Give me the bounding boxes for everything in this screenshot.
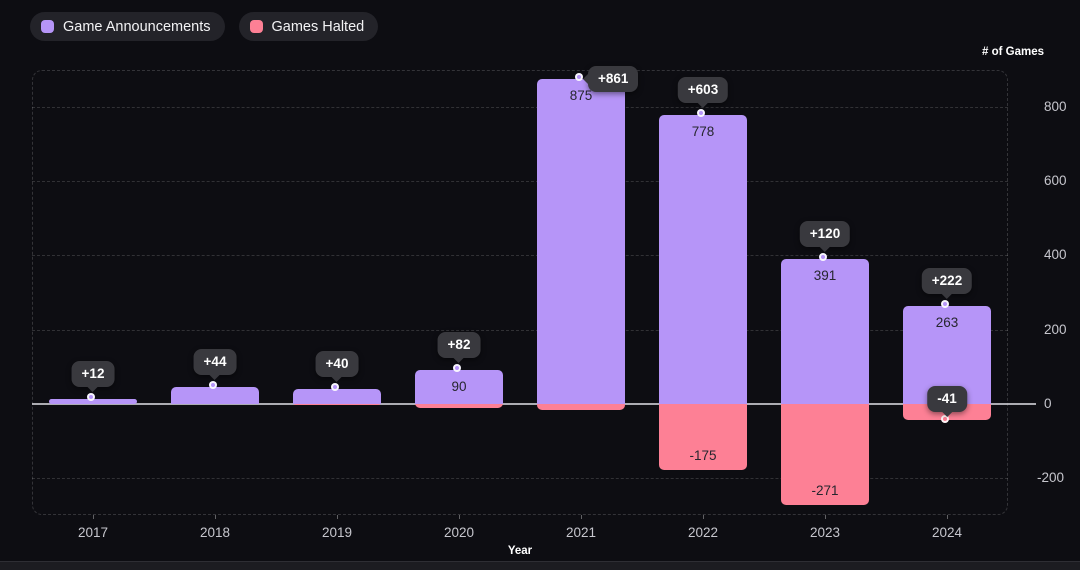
net-callout-2017: +12	[71, 361, 115, 393]
legend-item-game-announcements[interactable]: Game Announcements	[30, 12, 225, 41]
x-tickmark	[947, 515, 948, 519]
callout-caret-icon	[87, 386, 99, 393]
x-tickmark	[337, 515, 338, 519]
x-tickmark	[703, 515, 704, 519]
legend-label: Game Announcements	[63, 18, 211, 35]
net-callout-2018: +44	[193, 349, 237, 381]
bar-game-announcements-2022[interactable]	[659, 115, 747, 404]
bar-games-halted-2022[interactable]	[659, 402, 747, 470]
halted-callout-2024: -41	[927, 386, 967, 418]
callout-marker	[941, 300, 949, 309]
callout-marker	[575, 73, 583, 82]
callout-caret-icon	[331, 375, 343, 382]
x-tickmark	[459, 515, 460, 519]
zero-gridline	[32, 402, 1036, 405]
bar-value-label: -271	[811, 483, 839, 499]
callout-marker	[87, 393, 95, 402]
x-tick-label-2020: 2020	[443, 525, 475, 540]
gridline--200	[32, 477, 1008, 479]
x-tick-label-2018: 2018	[199, 525, 231, 540]
net-callout-2023: +120	[799, 220, 851, 252]
net-callout-2024: +222	[921, 268, 973, 300]
gridline-200	[32, 329, 1008, 331]
x-tickmark	[825, 515, 826, 519]
plot-area	[32, 70, 1008, 515]
y-tick-label: -200	[1037, 469, 1065, 485]
net-callout-2022: +603	[677, 77, 729, 109]
halted-swatch-icon	[249, 20, 263, 33]
announcements-swatch-icon	[41, 20, 54, 33]
x-tick-label-2023: 2023	[809, 525, 841, 540]
bar-value-label: 875	[569, 88, 593, 104]
bar-game-announcements-2019[interactable]	[293, 388, 381, 404]
callout-caret-icon	[940, 411, 953, 418]
gridline-800	[32, 107, 1008, 109]
x-tick-label-2021: 2021	[565, 525, 597, 540]
bar-value-label: 90	[451, 379, 467, 395]
net-callout-2019: +40	[315, 350, 359, 382]
x-tick-label-2017: 2017	[77, 525, 109, 540]
y-axis-title: # of Games	[982, 46, 1044, 58]
bar-value-label: -175	[689, 447, 717, 463]
callout-caret-icon	[583, 73, 589, 86]
x-tickmark	[93, 515, 94, 519]
x-tick-label-2024: 2024	[931, 525, 963, 540]
bar-games-halted-2023[interactable]	[781, 402, 869, 506]
y-tick-label: 800	[1044, 99, 1067, 115]
bar-game-announcements-2018[interactable]	[171, 387, 259, 404]
callout-marker	[819, 252, 827, 261]
callout-caret-icon	[696, 102, 709, 109]
bar-value-label: 778	[691, 124, 715, 140]
net-callout-2021: +861	[583, 66, 639, 93]
bottom-edge-strip	[0, 561, 1080, 570]
callout-caret-icon	[940, 293, 953, 300]
x-axis-title: Year	[507, 545, 533, 557]
legend-label: Games Halted	[271, 18, 365, 35]
callout-marker	[209, 381, 217, 390]
bar-game-announcements-2017[interactable]	[49, 399, 137, 404]
callout-caret-icon	[209, 374, 221, 381]
x-tickmark	[215, 515, 216, 519]
x-tick-label-2019: 2019	[321, 525, 353, 540]
bar-games-halted-2021[interactable]	[537, 402, 625, 410]
bar-games-halted-2020[interactable]	[415, 402, 503, 408]
bar-game-announcements-2021[interactable]	[537, 79, 625, 404]
bar-value-label: 263	[935, 315, 959, 331]
bar-value-label: 391	[813, 267, 837, 283]
callout-marker	[331, 382, 339, 391]
x-tick-label-2022: 2022	[687, 525, 719, 540]
callout-marker	[697, 109, 705, 118]
y-tick-label: 0	[1044, 395, 1052, 411]
callout-marker	[453, 364, 461, 373]
gridline-600	[32, 181, 1008, 183]
y-tick-label: 400	[1044, 247, 1067, 263]
y-tick-label: 200	[1044, 321, 1067, 337]
y-tick-label: 600	[1044, 173, 1067, 189]
legend: Game Announcements Games Halted	[30, 12, 379, 41]
bar-game-announcements-2020[interactable]	[415, 370, 503, 404]
legend-item-games-halted[interactable]: Games Halted	[238, 12, 379, 41]
callout-caret-icon	[818, 245, 831, 252]
net-callout-2020: +82	[437, 332, 481, 364]
x-tickmark	[581, 515, 582, 519]
gridline-400	[32, 255, 1008, 257]
callout-caret-icon	[453, 357, 465, 364]
bar-game-announcements-2023[interactable]	[781, 258, 869, 404]
